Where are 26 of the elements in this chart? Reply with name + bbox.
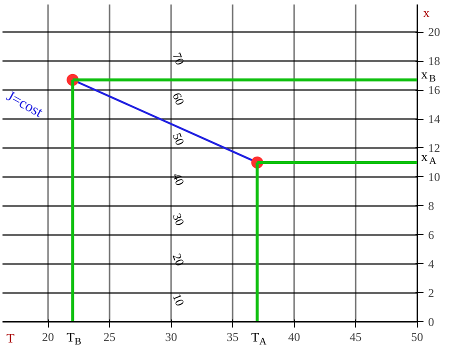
y-tick-label: 18 bbox=[428, 54, 440, 68]
annotation: 60 bbox=[170, 90, 188, 108]
x-tick-label: 45 bbox=[350, 330, 362, 344]
annotation: 70 bbox=[170, 50, 188, 67]
annotation: 10 bbox=[170, 292, 188, 308]
annotation: 40 bbox=[170, 171, 188, 188]
annotation: 50 bbox=[170, 130, 188, 148]
y-tick-label: 14 bbox=[428, 112, 440, 126]
x-axis-title: T bbox=[6, 330, 14, 346]
y-axis-title: x bbox=[423, 5, 430, 20]
y-tick-label: 20 bbox=[428, 25, 440, 40]
x-tick-label: 25 bbox=[104, 330, 116, 344]
y-tick-label: 8 bbox=[428, 198, 434, 213]
x-tick-label: 50 bbox=[411, 330, 424, 344]
y-tick-label: 2 bbox=[428, 286, 434, 300]
y-tick-label: 0 bbox=[428, 314, 434, 329]
y-tick-label: 10 bbox=[428, 170, 440, 184]
y-tick-label: 16 bbox=[428, 83, 440, 98]
y-tick-label: 6 bbox=[428, 228, 434, 242]
x-tick-label: 30 bbox=[165, 330, 178, 344]
x-tick-label: 20 bbox=[42, 330, 54, 344]
annotation: 30 bbox=[170, 211, 188, 228]
x-tick-label: 35 bbox=[226, 330, 239, 344]
y-tick-label: 4 bbox=[428, 256, 434, 271]
annotation: 20 bbox=[170, 252, 188, 268]
x-tick-label: 40 bbox=[288, 330, 300, 344]
